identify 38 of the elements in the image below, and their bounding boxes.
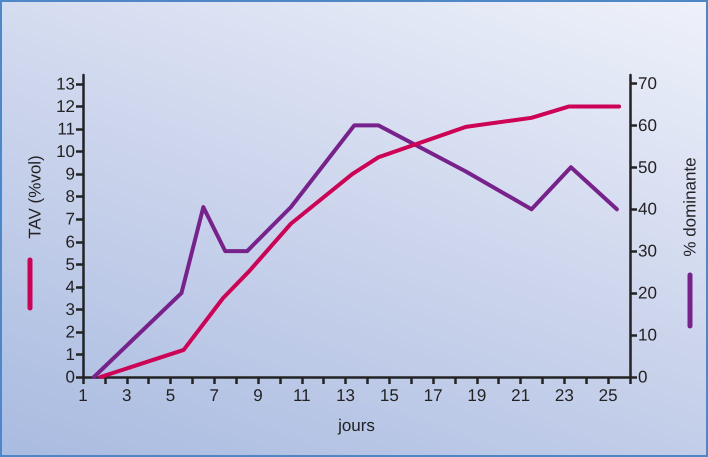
y-tick-label: 12 bbox=[56, 97, 75, 116]
x-tick-label: 3 bbox=[122, 386, 132, 405]
y-tick-label: 13 bbox=[56, 74, 75, 94]
y-tick-label: 4 bbox=[66, 277, 75, 296]
y-tick-label: 7 bbox=[66, 210, 75, 229]
y2-axis-title: % dominante bbox=[680, 157, 700, 257]
y2-tick-label: 60 bbox=[638, 116, 657, 135]
y-tick-label: 1 bbox=[66, 344, 75, 364]
y-tick-label: 3 bbox=[66, 300, 75, 319]
x-tick-label: 7 bbox=[210, 386, 220, 405]
x-tick-label: 21 bbox=[511, 386, 530, 405]
x-tick-label: 1 bbox=[78, 386, 88, 405]
x-tick-label: 25 bbox=[598, 386, 618, 405]
x-tick-label: 9 bbox=[253, 386, 263, 405]
x-tick-label: 17 bbox=[424, 386, 443, 405]
y2-tick-label: 40 bbox=[638, 200, 657, 219]
y-tick-label: 0 bbox=[66, 368, 75, 386]
x-tick-label: 13 bbox=[336, 386, 356, 405]
x-tick-label: 5 bbox=[166, 386, 176, 405]
y-axis-title: TAV (%vol) bbox=[26, 155, 44, 239]
y2-tick-label: 70 bbox=[638, 74, 657, 93]
y-tick-label: 2 bbox=[66, 322, 75, 342]
y2-tick-label: 30 bbox=[638, 242, 657, 261]
y-tick-label: 5 bbox=[66, 254, 75, 274]
y2-tick-label: 20 bbox=[638, 284, 657, 303]
y-tick-label: 11 bbox=[57, 120, 75, 139]
y2-tick-label: 0 bbox=[638, 368, 648, 386]
y-tick-label: 9 bbox=[66, 164, 75, 184]
y2-tick-label: 50 bbox=[638, 158, 657, 177]
y-tick-label: 8 bbox=[66, 187, 75, 206]
x-tick-label: 23 bbox=[554, 386, 574, 405]
y-tick-label: 6 bbox=[66, 232, 75, 252]
x-tick-label: 11 bbox=[292, 386, 311, 405]
y-tick-label: 10 bbox=[56, 142, 75, 162]
y2-tick-label: 10 bbox=[638, 326, 657, 345]
x-axis-title: jours bbox=[337, 416, 375, 435]
x-tick-label: 15 bbox=[380, 386, 399, 405]
x-tick-label: 19 bbox=[467, 386, 486, 405]
